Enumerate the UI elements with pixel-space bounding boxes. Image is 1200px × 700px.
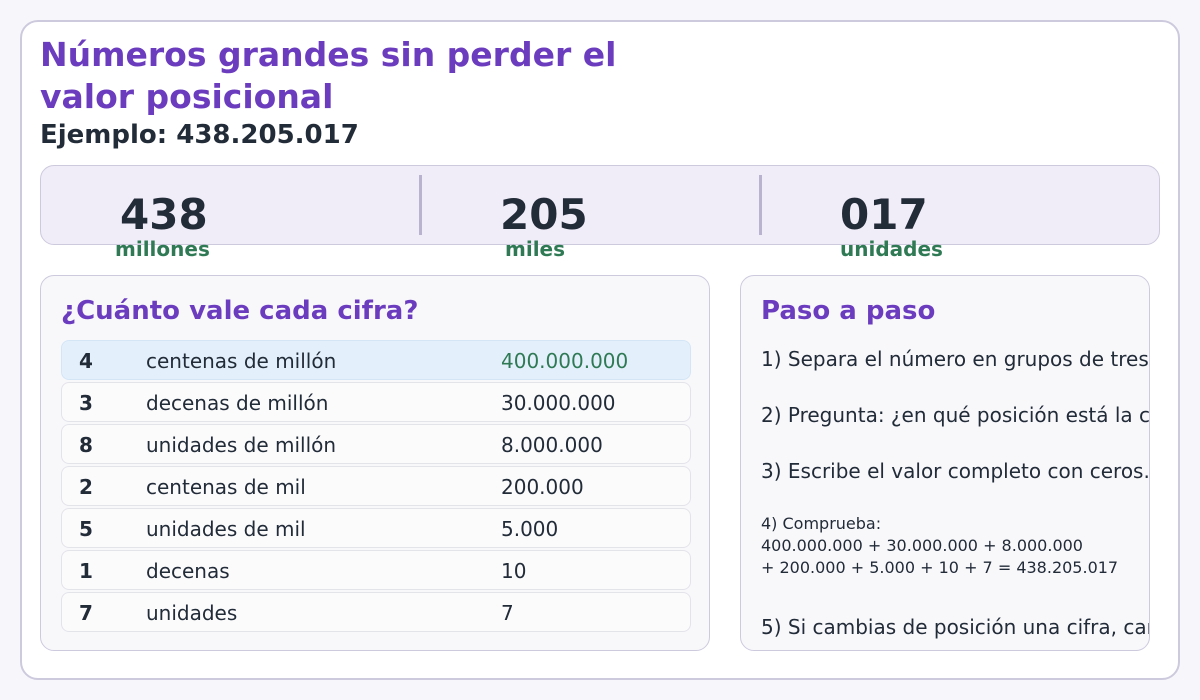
row-place: unidades de millón [146, 433, 337, 457]
step-1-text: 1) Separa el número en grupos de tres ci… [761, 347, 1149, 371]
title-line-2: valor posicional [40, 77, 334, 116]
group-thousands-number: 205 [500, 190, 588, 239]
row-digit: 8 [79, 433, 93, 457]
step-3-text: 3) Escribe el valor completo con ceros. [761, 459, 1150, 483]
row-place: centenas de mil [146, 475, 306, 499]
step-5-text: 5) Si cambias de posición una cifra, cam… [761, 615, 1149, 639]
step-2-text: 2) Pregunta: ¿en qué posición está la ci… [761, 403, 1150, 427]
row-place: decenas [146, 559, 230, 583]
example-number: Ejemplo: 438.205.017 [40, 120, 359, 150]
group-separator [419, 175, 422, 235]
row-digit: 1 [79, 559, 93, 583]
row-value: 10 [501, 559, 527, 583]
row-digit: 4 [79, 349, 93, 373]
row-place: centenas de millón [146, 349, 337, 373]
group-units-label: unidades [840, 237, 943, 261]
row-digit: 3 [79, 391, 93, 415]
digit-values-panel: ¿Cuánto vale cada cifra? 4 centenas de m… [40, 275, 710, 651]
step-by-step-title: Paso a paso [761, 296, 936, 326]
title-line-1: Números grandes sin perder el [40, 35, 617, 74]
page-title: Números grandes sin perder el valor posi… [40, 34, 680, 118]
row-value: 400.000.000 [501, 349, 629, 373]
row-value: 200.000 [501, 475, 584, 499]
row-place: decenas de millón [146, 391, 329, 415]
step-by-step-panel: Paso a paso 1) Separa el número en grupo… [740, 275, 1150, 651]
group-millions-number: 438 [120, 190, 208, 239]
group-thousands-label: miles [505, 237, 566, 261]
table-row: 8 unidades de millón 8.000.000 [61, 424, 691, 464]
row-place: unidades de mil [146, 517, 306, 541]
row-place: unidades [146, 601, 238, 625]
table-row: 7 unidades 7 [61, 592, 691, 632]
row-value: 5.000 [501, 517, 559, 541]
digit-groups-box [40, 165, 1160, 245]
table-row: 2 centenas de mil 200.000 [61, 466, 691, 506]
table-row: 5 unidades de mil 5.000 [61, 508, 691, 548]
row-value: 8.000.000 [501, 433, 603, 457]
step-4-label: 4) Comprueba: [761, 514, 882, 533]
row-digit: 5 [79, 517, 93, 541]
group-units-number: 017 [840, 190, 928, 239]
group-millions-label: millones [115, 237, 210, 261]
row-value: 7 [501, 601, 514, 625]
table-row: 1 decenas 10 [61, 550, 691, 590]
row-digit: 2 [79, 475, 93, 499]
table-row: 3 decenas de millón 30.000.000 [61, 382, 691, 422]
step-4-line-2: + 200.000 + 5.000 + 10 + 7 = 438.205.017 [761, 558, 1119, 577]
row-digit: 7 [79, 601, 93, 625]
step-4-line-1: 400.000.000 + 30.000.000 + 8.000.000 [761, 536, 1083, 555]
digit-values-title: ¿Cuánto vale cada cifra? [61, 296, 419, 326]
row-value: 30.000.000 [501, 391, 616, 415]
group-separator [759, 175, 762, 235]
table-row: 4 centenas de millón 400.000.000 [61, 340, 691, 380]
